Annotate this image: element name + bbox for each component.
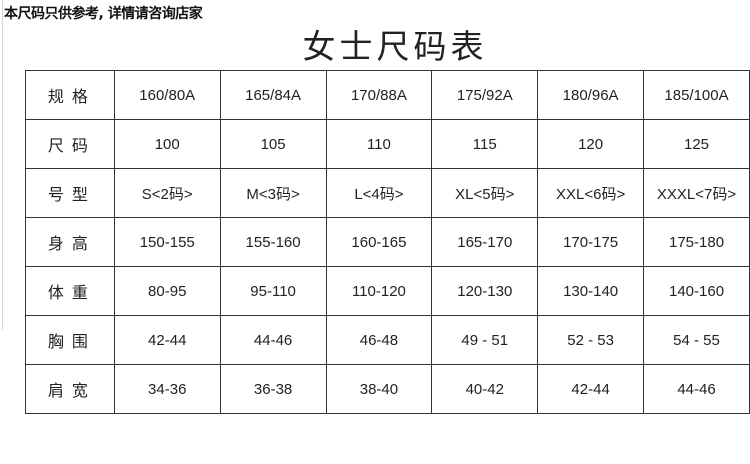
table-row: 身高 150-155 155-160 160-165 165-170 170-175 175…	[25, 217, 750, 267]
table-cell: 36-38	[219, 364, 327, 414]
size-chart-table: 规格 160/80A 165/84A 170/88A 175/92A 180/96A 185…	[25, 70, 750, 414]
table-cell: 80-95	[113, 266, 221, 316]
row-header: 身高	[25, 217, 115, 267]
table-cell: 44-46	[219, 315, 327, 365]
row-header: 胸围	[25, 315, 115, 365]
table-cell: 54 - 55	[643, 315, 750, 365]
table-row: 号型 S<2码> M<3码> L<4码> XL<5码> XXL<6码> XXXL<7码>	[25, 168, 750, 218]
table-cell: 95-110	[219, 266, 327, 316]
table-cell: 185/100A	[643, 70, 750, 120]
table-cell: 130-140	[537, 266, 645, 316]
table-row: 规格 160/80A 165/84A 170/88A 175/92A 180/96A 185…	[25, 70, 750, 120]
table-cell: 40-42	[431, 364, 539, 414]
table-cell: M<3码>	[219, 168, 327, 218]
table-cell: 155-160	[219, 217, 327, 267]
table-cell: 170/88A	[325, 70, 433, 120]
table-cell: 125	[643, 119, 750, 169]
table-cell: 46-48	[325, 315, 433, 365]
table-cell: L<4码>	[325, 168, 433, 218]
table-cell: 120	[537, 119, 645, 169]
table-cell: 175/92A	[431, 70, 539, 120]
table-cell: 49 - 51	[431, 315, 539, 365]
table-cell: 42-44	[113, 315, 221, 365]
table-cell: 110	[325, 119, 433, 169]
table-cell: 52 - 53	[537, 315, 645, 365]
table-cell: 34-36	[113, 364, 221, 414]
table-cell: 100	[113, 119, 221, 169]
table-row: 尺码 100 105 110 115 120 125	[25, 119, 750, 169]
table-cell: 115	[431, 119, 539, 169]
table-row: 体重 80-95 95-110 110-120 120-130 130-140 140-16…	[25, 266, 750, 316]
table-cell: 120-130	[431, 266, 539, 316]
table-cell: 175-180	[643, 217, 750, 267]
table-cell: 165-170	[431, 217, 539, 267]
table-cell: 160/80A	[113, 70, 221, 120]
table-cell: 160-165	[325, 217, 433, 267]
disclaimer-note: 本尺码只供参考, 详情请咨询店家	[4, 6, 203, 22]
row-header: 规格	[25, 70, 115, 120]
table-cell: 110-120	[325, 266, 433, 316]
table-cell: 140-160	[643, 266, 750, 316]
table-cell: 150-155	[113, 217, 221, 267]
table-cell: 38-40	[325, 364, 433, 414]
row-header: 体重	[25, 266, 115, 316]
table-row: 肩宽 34-36 36-38 38-40 40-42 42-44 44-46	[25, 364, 750, 414]
table-cell: XXL<6码>	[537, 168, 645, 218]
row-header: 号型	[25, 168, 115, 218]
page-title: 女士尺码表	[302, 27, 488, 66]
table-cell: 180/96A	[537, 70, 645, 120]
left-edge-line	[2, 0, 3, 330]
table-cell: 105	[219, 119, 327, 169]
table-cell: 44-46	[643, 364, 750, 414]
row-header: 肩宽	[25, 364, 115, 414]
table-cell: 165/84A	[219, 70, 327, 120]
table-cell: XXXL<7码>	[643, 168, 750, 218]
table-cell: XL<5码>	[431, 168, 539, 218]
row-header: 尺码	[25, 119, 115, 169]
table-row: 胸围 42-44 44-46 46-48 49 - 51 52 - 53 54 - 55	[25, 315, 750, 365]
table-cell: S<2码>	[113, 168, 221, 218]
table-cell: 170-175	[537, 217, 645, 267]
table-cell: 42-44	[537, 364, 645, 414]
